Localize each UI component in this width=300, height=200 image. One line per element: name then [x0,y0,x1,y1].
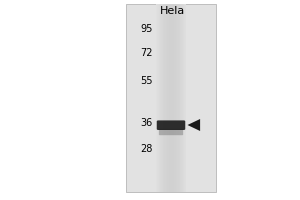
Bar [179,4,180,192]
Bar [182,4,183,192]
Text: Hela: Hela [160,6,185,16]
Bar [156,4,157,192]
Bar [176,4,177,192]
Bar [166,4,167,192]
Bar [126,4,216,192]
Bar [167,4,168,192]
Bar [181,4,182,192]
Bar [185,4,186,192]
Bar [175,4,176,192]
Bar [178,4,179,192]
Bar [170,4,171,192]
Bar [180,4,181,192]
Bar [161,4,162,192]
FancyBboxPatch shape [157,120,185,130]
FancyBboxPatch shape [159,129,183,135]
Polygon shape [188,119,200,131]
Bar [172,4,173,192]
Bar [174,4,175,192]
Bar [160,4,161,192]
Bar [184,4,185,192]
Bar [159,4,160,192]
Bar [168,4,169,192]
Bar [169,4,170,192]
Bar [171,4,172,192]
Text: 72: 72 [140,48,153,58]
Bar [163,4,164,192]
Bar [173,4,174,192]
Text: 28: 28 [141,144,153,154]
Bar [162,4,163,192]
Bar [177,4,178,192]
Bar [165,4,166,192]
Bar [164,4,165,192]
Text: 36: 36 [141,118,153,128]
Bar [157,4,158,192]
Bar [158,4,159,192]
Bar [183,4,184,192]
Text: 95: 95 [141,24,153,34]
Text: 55: 55 [140,76,153,86]
